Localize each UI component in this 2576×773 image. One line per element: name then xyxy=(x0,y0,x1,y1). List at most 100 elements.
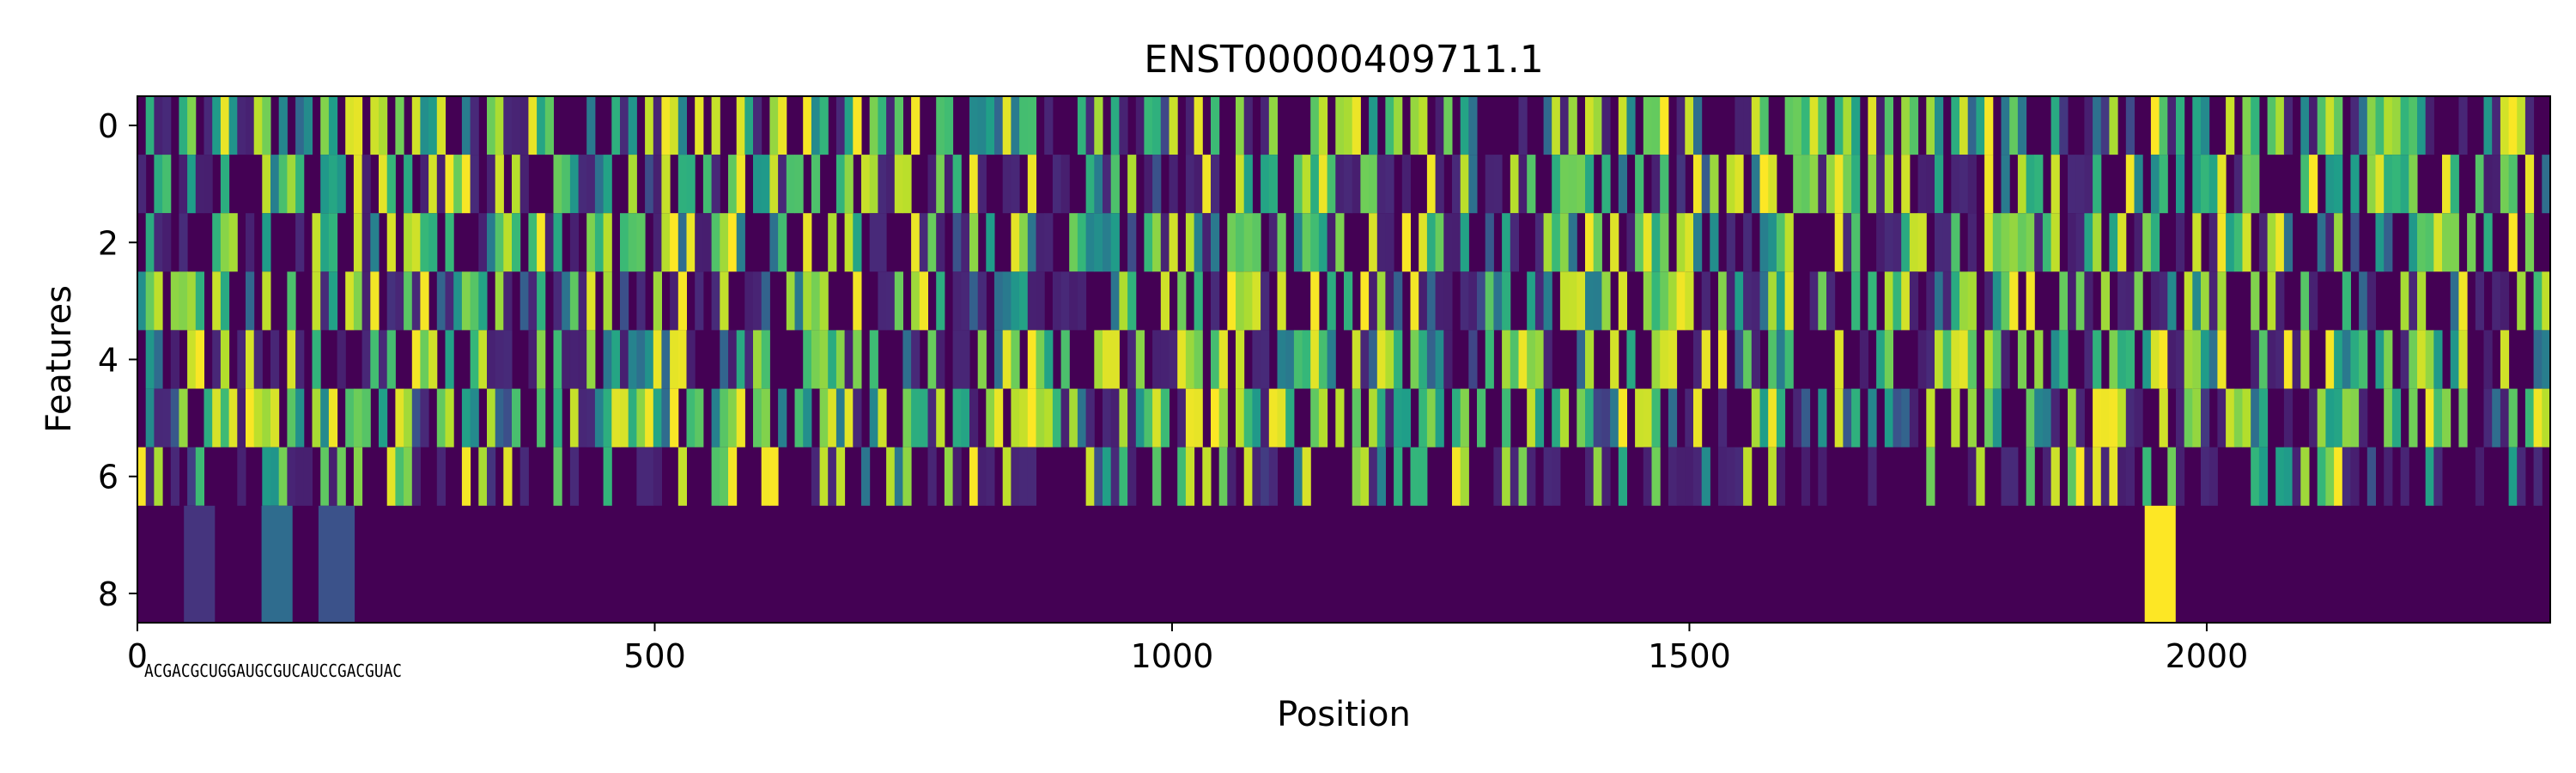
heatmap-cell xyxy=(495,271,504,331)
heatmap-cell xyxy=(2483,213,2493,272)
heatmap-cell xyxy=(695,271,704,331)
heatmap-cell xyxy=(927,213,937,272)
heatmap-cell xyxy=(337,330,346,389)
heatmap-cell xyxy=(994,388,1004,447)
heatmap-cell xyxy=(1211,388,1220,447)
heatmap-cell xyxy=(370,213,380,272)
heatmap-cell xyxy=(1268,447,1278,506)
sequence-tick-labels: ACGACGCUGGAUGCGUCAUCCGACGUAC xyxy=(144,660,402,681)
heatmap-cell xyxy=(420,330,429,389)
heatmap-cell xyxy=(2524,388,2535,447)
heatmap-cell xyxy=(1735,155,1744,214)
heatmap-cell xyxy=(878,271,887,331)
heatmap-cell xyxy=(1160,330,1170,389)
heatmap-cell xyxy=(1493,271,1503,331)
heatmap-cell xyxy=(1261,96,1270,155)
heatmap-cell xyxy=(1984,330,1994,389)
heatmap-cell xyxy=(137,271,147,331)
heatmap-cell xyxy=(1218,330,1228,389)
heatmap-cell xyxy=(503,96,513,155)
heatmap-cell xyxy=(1935,213,1944,272)
heatmap-cell xyxy=(944,155,954,214)
heatmap-cell xyxy=(1036,330,1045,389)
y-tick-label: 2 xyxy=(98,224,118,262)
heatmap-cell xyxy=(803,213,812,272)
heatmap-cell xyxy=(1352,447,1361,506)
heatmap-cell xyxy=(1335,96,1345,155)
heatmap-cell xyxy=(636,213,646,272)
heatmap-cell xyxy=(1369,271,1378,331)
heatmap-cell xyxy=(2242,388,2251,447)
heatmap-cell xyxy=(952,447,962,506)
heatmap-cell xyxy=(1419,271,1428,331)
heatmap-cell xyxy=(1135,96,1145,155)
heatmap-cell xyxy=(803,388,812,447)
heatmap-cell xyxy=(278,155,288,214)
heatmap-cell xyxy=(2325,447,2335,506)
heatmap-cell xyxy=(894,447,903,506)
heatmap-cell xyxy=(1468,330,1478,389)
heatmap-cell xyxy=(1426,155,1437,214)
heatmap-cell xyxy=(1701,271,1710,331)
heatmap-cell xyxy=(778,213,787,272)
heatmap-cell xyxy=(828,330,837,389)
heatmap-cell xyxy=(603,388,612,447)
heatmap-cell xyxy=(1992,213,2002,272)
heatmap-cell xyxy=(1044,330,1054,389)
heatmap-cell xyxy=(736,96,745,155)
heatmap-cell xyxy=(1926,96,1935,155)
y-axis-ticks: 0 2 4 6 8 xyxy=(98,107,137,613)
heatmap-cell xyxy=(145,330,155,389)
heatmap-cell xyxy=(569,388,580,447)
heatmap-cell xyxy=(386,155,396,214)
heatmap-cell xyxy=(1585,388,1595,447)
heatmap-cell xyxy=(237,388,246,447)
heatmap-cell xyxy=(686,330,696,389)
heatmap-cell xyxy=(2059,330,2069,389)
heatmap-cell xyxy=(1851,155,1861,214)
heatmap-cell xyxy=(1601,155,1611,214)
heatmap-cell xyxy=(1160,213,1170,272)
heatmap-cell xyxy=(1543,213,1552,272)
heatmap-cell xyxy=(179,388,188,447)
heatmap-cell xyxy=(2159,388,2168,447)
heatmap-cell xyxy=(1011,96,1020,155)
heatmap-cell xyxy=(1318,213,1328,272)
heatmap-cell xyxy=(636,447,646,506)
heatmap-cell xyxy=(2125,330,2135,389)
heatmap-cell xyxy=(1651,388,1661,447)
heatmap-cell xyxy=(2084,213,2093,272)
heatmap-cell xyxy=(1859,330,1868,389)
heatmap-cell xyxy=(2001,96,2010,155)
heatmap-cell xyxy=(1685,271,1694,331)
heatmap-cell xyxy=(1726,447,1735,506)
heatmap-cell xyxy=(2150,271,2160,331)
heatmap-cell xyxy=(487,96,496,155)
heatmap-cell xyxy=(2075,447,2085,506)
heatmap-cell xyxy=(2050,388,2060,447)
heatmap-cell xyxy=(794,388,804,447)
heatmap-cell xyxy=(2150,330,2160,389)
heatmap-cell xyxy=(2409,271,2418,331)
heatmap-cell xyxy=(1959,155,1969,214)
heatmap-cell xyxy=(753,155,762,214)
heatmap-cell xyxy=(1435,96,1444,155)
heatmap-cell xyxy=(262,271,271,331)
heatmap-cell xyxy=(1103,155,1112,214)
heatmap-cell xyxy=(1668,388,1678,447)
heatmap-cell xyxy=(1585,330,1595,389)
heatmap-cell xyxy=(944,96,954,155)
heatmap-cell xyxy=(2050,330,2060,389)
heatmap-cell xyxy=(2242,213,2251,272)
heatmap-cell xyxy=(661,213,671,272)
heatmap-cell xyxy=(1360,271,1370,331)
heatmap-cell xyxy=(445,388,454,447)
heatmap-cell xyxy=(1735,330,1744,389)
heatmap-cell xyxy=(2309,388,2318,447)
heatmap-cell xyxy=(720,330,729,389)
heatmap-cell xyxy=(2142,330,2152,389)
heatmap-cell xyxy=(2201,96,2210,155)
heatmap-cell xyxy=(1951,271,1960,331)
heatmap-cell xyxy=(1152,96,1162,155)
heatmap-cell xyxy=(1369,330,1378,389)
